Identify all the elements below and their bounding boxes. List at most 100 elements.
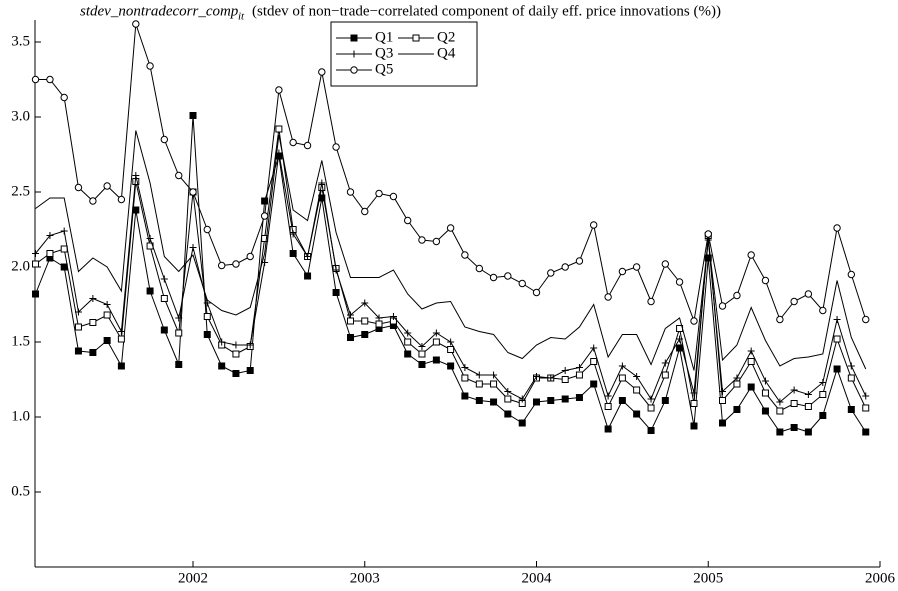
point: [432, 338, 440, 346]
chart-title: stdev_nontradecorr_comp: [80, 3, 239, 19]
point: [719, 388, 727, 395]
point: [403, 216, 412, 225]
point: [447, 362, 455, 370]
point: [647, 297, 655, 306]
point: [46, 232, 54, 239]
point: [74, 183, 83, 192]
x-tick-label: 2003: [350, 570, 380, 586]
point: [532, 288, 541, 297]
point: [189, 188, 197, 196]
point: [475, 371, 483, 379]
point: [74, 308, 82, 316]
point: [633, 410, 641, 418]
point: [790, 400, 798, 407]
point: [332, 143, 340, 151]
point: [847, 406, 855, 413]
point: [761, 276, 770, 285]
point: [518, 419, 526, 427]
point: [761, 377, 769, 385]
point: [661, 260, 670, 268]
point: [332, 266, 340, 274]
point: [404, 329, 412, 337]
point: [747, 347, 755, 355]
point: [533, 398, 541, 406]
point: [304, 272, 312, 280]
point: [461, 392, 469, 400]
point: [733, 406, 741, 413]
point: [117, 335, 125, 343]
point: [146, 287, 154, 295]
x-tick-label: 2002: [178, 570, 208, 586]
point: [432, 329, 440, 337]
point: [232, 370, 240, 377]
point: [132, 172, 140, 179]
point: [862, 404, 870, 412]
point: [618, 267, 627, 276]
point: [618, 374, 626, 382]
point: [175, 171, 183, 180]
point: [218, 338, 226, 346]
point: [461, 374, 469, 382]
point: [232, 260, 240, 268]
point: [589, 221, 598, 229]
point: [690, 389, 698, 397]
point: [661, 359, 669, 367]
point: [719, 397, 727, 404]
point: [475, 380, 483, 388]
point: [289, 230, 297, 238]
point: [89, 197, 97, 205]
y-tick-label: 2.0: [11, 258, 30, 274]
point: [704, 230, 712, 238]
point: [776, 315, 784, 324]
point: [632, 263, 641, 271]
point: [661, 371, 669, 379]
point: [604, 425, 612, 433]
point: [117, 362, 125, 370]
point: [733, 374, 741, 382]
legend-marker: [350, 50, 358, 58]
point: [89, 319, 97, 326]
point: [332, 289, 340, 296]
point: [804, 391, 812, 398]
point: [246, 341, 254, 349]
point: [447, 338, 455, 346]
point: [275, 86, 283, 94]
point: [690, 422, 698, 430]
point: [389, 192, 398, 201]
point: [347, 317, 355, 325]
point: [504, 395, 512, 403]
y-tick-label: 3.5: [11, 33, 30, 49]
point: [704, 254, 712, 262]
point: [361, 207, 369, 216]
chart-subtitle: (stdev of non−trade−correlated component…: [252, 3, 721, 19]
point: [74, 323, 82, 331]
point: [633, 373, 641, 380]
legend-label: Q5: [375, 61, 393, 77]
point: [676, 344, 684, 352]
point: [819, 391, 827, 398]
point: [833, 335, 841, 343]
point: [60, 93, 68, 102]
point: [504, 410, 512, 418]
point: [862, 315, 870, 324]
point: [561, 376, 569, 383]
point: [776, 398, 784, 406]
point: [647, 395, 655, 403]
point: [189, 244, 197, 251]
point: [676, 335, 684, 343]
legend-label: Q2: [437, 29, 455, 45]
point: [404, 350, 412, 358]
point: [790, 297, 798, 306]
point: [833, 316, 841, 323]
point: [103, 337, 111, 344]
point: [847, 374, 855, 382]
point: [117, 195, 126, 204]
point: [590, 358, 598, 365]
point: [561, 395, 569, 403]
point: [847, 362, 855, 370]
point: [604, 392, 612, 400]
point: [160, 135, 169, 144]
point: [203, 225, 211, 234]
point: [547, 269, 555, 277]
